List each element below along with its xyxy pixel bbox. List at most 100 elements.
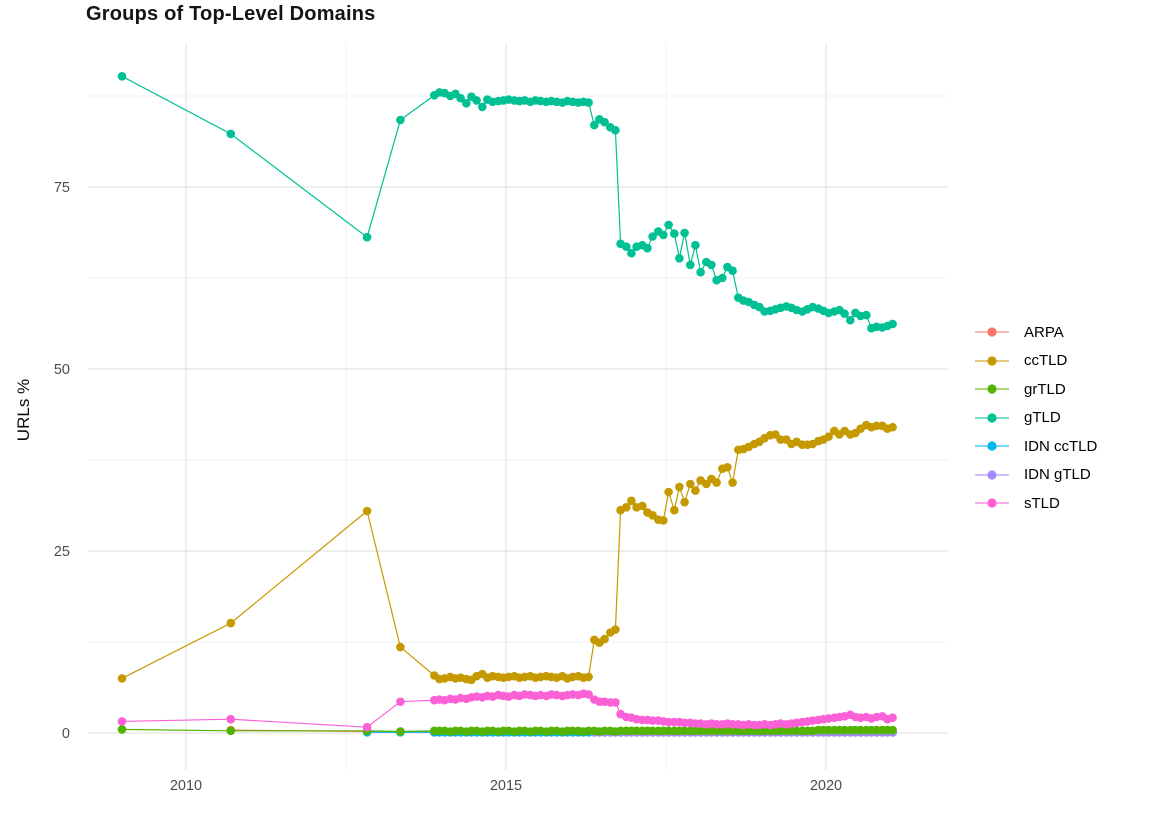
data-point-gtld	[622, 242, 631, 251]
data-point-stld	[117, 717, 127, 726]
data-point-stld	[362, 722, 372, 732]
legend-item-gtld: gTLD	[974, 404, 1097, 433]
data-point-cctld	[888, 422, 897, 432]
data-point-gtld	[648, 232, 657, 241]
data-point-gtld	[707, 260, 716, 270]
data-point-gtld	[362, 232, 372, 242]
data-point-cctld	[659, 516, 668, 525]
data-point-gtld	[472, 96, 481, 105]
data-point-gtld	[117, 72, 127, 81]
data-point-cctld	[638, 501, 647, 511]
data-point-gtld	[590, 120, 599, 130]
data-point-stld	[584, 690, 593, 699]
data-point-cctld	[600, 634, 609, 644]
data-point-gtld	[611, 125, 620, 135]
data-point-grtld	[226, 726, 236, 736]
legend-label-idn-cctld: IDN ccTLD	[1024, 437, 1098, 455]
x-tick-label: 2015	[490, 778, 522, 794]
data-point-gtld	[600, 117, 609, 127]
data-point-stld	[396, 697, 405, 706]
data-point-cctld	[824, 432, 833, 442]
data-point-cctld	[627, 496, 636, 506]
data-point-gtld	[627, 248, 636, 258]
data-point-gtld	[728, 266, 737, 276]
data-point-gtld	[478, 102, 487, 112]
data-point-cctld	[396, 642, 405, 652]
legend-key-dot	[987, 327, 997, 337]
series-cctld	[117, 420, 897, 685]
legend-key-dot	[987, 441, 997, 451]
legend-label-grtld: grTLD	[1024, 380, 1066, 398]
data-point-stld	[611, 698, 620, 707]
legend-label-gtld: gTLD	[1024, 409, 1061, 427]
legend-item-stld: sTLD	[974, 489, 1097, 518]
data-point-gtld	[691, 240, 700, 250]
legend-item-idn-cctld: IDN ccTLD	[974, 432, 1097, 461]
data-point-cctld	[728, 478, 737, 487]
data-point-gtld	[846, 315, 855, 325]
data-point-cctld	[362, 506, 372, 516]
legend-item-arpa: ARPA	[974, 318, 1097, 347]
data-point-cctld	[723, 463, 732, 472]
legend-key-arpa-icon	[975, 327, 1009, 337]
x-tick-label: 2010	[170, 778, 202, 794]
y-tick-label: 25	[54, 544, 70, 560]
legend-key-dot	[987, 470, 997, 480]
legend-item-grtld: grTLD	[974, 375, 1097, 404]
x-tick-label: 2020	[810, 778, 842, 794]
legend-label-idn-gtld: IDN gTLD	[1024, 466, 1091, 484]
data-point-cctld	[675, 482, 684, 492]
data-point-gtld	[718, 273, 727, 283]
legend-key-dot	[987, 498, 997, 508]
data-point-cctld	[611, 625, 620, 634]
series-stld	[117, 689, 897, 732]
legend-label-arpa: ARPA	[1024, 323, 1064, 341]
legend-label-stld: sTLD	[1024, 494, 1060, 512]
y-tick-label: 0	[62, 726, 70, 742]
data-point-cctld	[686, 479, 695, 489]
data-point-cctld	[664, 487, 673, 497]
legend-item-cctld: ccTLD	[974, 347, 1097, 376]
legend-label-cctld: ccTLD	[1024, 352, 1068, 370]
data-point-gtld	[840, 309, 849, 319]
legend: ARPA ccTLD grTLD gTLD IDN ccTLD IDN gTLD sTLD	[974, 318, 1097, 518]
data-point-gtld	[396, 115, 405, 125]
data-point-gtld	[659, 230, 668, 240]
data-point-gtld	[584, 98, 593, 107]
series-grtld	[117, 725, 897, 736]
data-point-gtld	[675, 253, 684, 263]
data-point-cctld	[691, 486, 700, 495]
data-point-gtld	[462, 99, 471, 108]
legend-key-idn-cctld-icon	[975, 441, 1009, 451]
data-point-gtld	[696, 267, 705, 277]
chart-title: Groups of Top-Level Domains	[86, 3, 376, 25]
data-point-stld	[226, 714, 236, 724]
series-gtld	[117, 72, 897, 333]
data-point-gtld	[680, 228, 689, 238]
legend-key-grtld-icon	[975, 384, 1009, 394]
data-point-cctld	[117, 674, 127, 683]
data-point-cctld	[622, 503, 631, 512]
data-point-gtld	[862, 310, 871, 320]
data-point-grtld	[117, 725, 127, 734]
legend-key-dot	[987, 413, 997, 423]
legend-key-dot	[987, 356, 997, 366]
data-point-cctld	[584, 672, 593, 682]
data-point-gtld	[664, 220, 673, 230]
data-point-gtld	[888, 319, 897, 329]
data-point-gtld	[686, 260, 695, 270]
data-point-grtld	[396, 727, 405, 736]
series-line-gtld	[121, 75, 893, 329]
data-point-grtld	[888, 725, 897, 735]
legend-item-idn-gtld: IDN gTLD	[974, 461, 1097, 490]
data-point-gtld	[226, 129, 236, 139]
legend-key-gtld-icon	[975, 413, 1009, 423]
data-point-cctld	[670, 505, 679, 515]
data-point-cctld	[226, 618, 236, 628]
legend-key-idn-gtld-icon	[975, 470, 1009, 480]
legend-key-cctld-icon	[975, 356, 1009, 366]
legend-key-dot	[987, 384, 997, 394]
y-tick-label: 50	[54, 362, 70, 378]
